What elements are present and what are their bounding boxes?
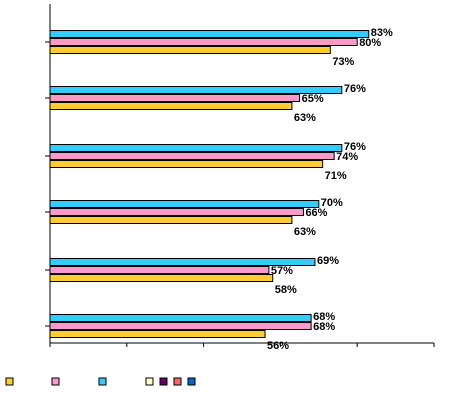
data-label: 65% bbox=[302, 93, 324, 105]
legend-extra-swatch bbox=[145, 377, 154, 386]
data-label: 66% bbox=[305, 207, 327, 219]
data-label: 58% bbox=[275, 284, 297, 296]
bar-fy-06-nuh bbox=[49, 322, 312, 330]
bar-fy-05-kkh bbox=[49, 160, 324, 168]
legend-swatch-fy-07 bbox=[98, 377, 107, 386]
bar-fy-06-sgh bbox=[49, 94, 301, 102]
data-label: 68% bbox=[313, 321, 335, 333]
data-label: 71% bbox=[325, 170, 347, 182]
legend-swatch-fy-05 bbox=[5, 377, 14, 386]
legend-extra-swatch bbox=[173, 377, 182, 386]
legend-extra-swatch bbox=[159, 377, 168, 386]
data-label: 57% bbox=[271, 265, 293, 277]
bar-fy-07-ah bbox=[49, 30, 370, 38]
bar-fy-05-ttsh bbox=[49, 274, 274, 282]
data-label: 76% bbox=[344, 141, 366, 153]
data-label: 69% bbox=[317, 255, 339, 267]
bar-fy-07-cgh bbox=[49, 200, 320, 208]
bar-fy-05-nuh bbox=[49, 330, 266, 338]
data-label: 68% bbox=[313, 311, 335, 323]
data-label: 74% bbox=[336, 151, 358, 163]
data-label: 80% bbox=[359, 37, 381, 49]
bar-fy-06-cgh bbox=[49, 208, 304, 216]
data-label: 76% bbox=[344, 83, 366, 95]
bar-fy-06-ah bbox=[49, 38, 358, 46]
data-label: 56% bbox=[267, 340, 289, 352]
bar-fy-07-ttsh bbox=[49, 258, 316, 266]
bar-fy-06-ttsh bbox=[49, 266, 270, 274]
bar-fy-05-ah bbox=[49, 46, 331, 54]
bar-fy-07-sgh bbox=[49, 86, 343, 94]
data-label: 63% bbox=[294, 112, 316, 124]
data-label: 70% bbox=[321, 197, 343, 209]
legend-swatch-fy-06 bbox=[51, 377, 60, 386]
data-label: 83% bbox=[371, 27, 393, 39]
legend-extra-swatch bbox=[187, 377, 196, 386]
bar-fy-07-kkh bbox=[49, 144, 343, 152]
bar-fy-05-cgh bbox=[49, 216, 293, 224]
data-label: 73% bbox=[332, 56, 354, 68]
data-label: 63% bbox=[294, 226, 316, 238]
bar-fy-05-sgh bbox=[49, 102, 293, 110]
bar-fy-07-nuh bbox=[49, 314, 312, 322]
bar-fy-06-kkh bbox=[49, 152, 335, 160]
